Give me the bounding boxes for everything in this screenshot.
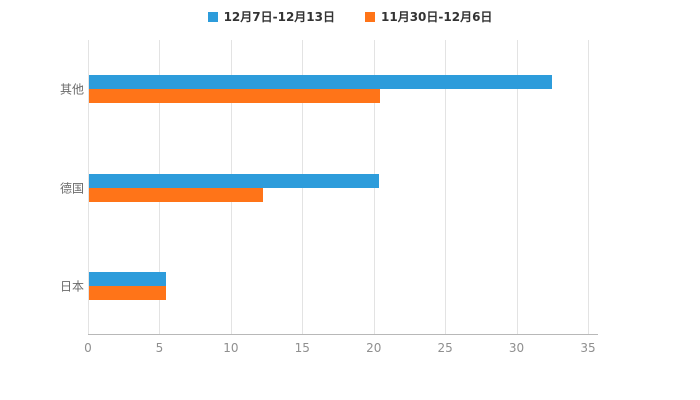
bar-series0-category0[interactable] (89, 75, 552, 90)
y-axis-category-label-0: 其他 (59, 82, 84, 97)
bar-series0-category1[interactable] (89, 173, 379, 188)
x-axis-tick-label-5: 5 (155, 341, 164, 355)
x-axis-tick-label-20: 20 (366, 341, 382, 355)
x-axis-tick-label-35: 35 (580, 341, 596, 355)
legend-swatch-orange-icon (365, 11, 375, 22)
plot-area: 0 5 10 15 20 25 30 35 (84, 40, 598, 355)
y-axis-category-label-2: 日本 (59, 279, 84, 294)
x-axis-tick-label-30: 30 (508, 341, 525, 355)
x-axis-tick-label-15: 15 (294, 341, 310, 355)
legend-label-dec7-dec13: 12月7日-12月13日 (223, 10, 335, 24)
gridline-x-25 (445, 40, 447, 334)
bar-series1-category1[interactable] (89, 187, 264, 202)
chart-legend: 12月7日-12月13日 11月30日-12月6日 (0, 8, 700, 25)
x-axis-tick-label-10: 10 (223, 341, 239, 355)
bar-series1-category0[interactable] (89, 89, 381, 104)
bar-series0-category2[interactable] (89, 271, 167, 286)
gridline-x-30 (516, 40, 518, 334)
gridline-x-35 (588, 40, 589, 334)
x-axis-tick-label-25: 25 (437, 341, 453, 355)
legend-swatch-blue-icon (207, 11, 218, 22)
y-axis-category-label-1: 德国 (59, 181, 84, 195)
x-axis-tick-label-0: 0 (84, 341, 92, 355)
legend-item-dec7-dec13[interactable]: 12月7日-12月13日 (207, 8, 335, 25)
gridline-x-0 (88, 40, 89, 334)
legend-label-nov30-dec6: 11月30日-12月6日 (381, 10, 493, 24)
legend-item-nov30-dec6[interactable]: 11月30日-12月6日 (365, 8, 492, 25)
bar-series1-category2[interactable] (89, 285, 167, 300)
